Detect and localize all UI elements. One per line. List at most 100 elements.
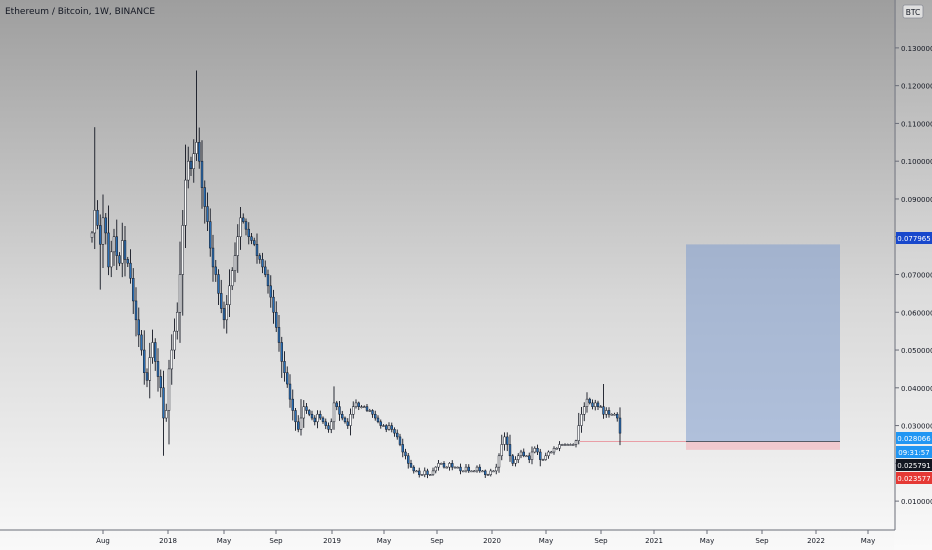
candle (261, 259, 264, 268)
candle (492, 470, 495, 473)
candle (409, 463, 413, 468)
candle (610, 413, 613, 416)
candle (541, 459, 545, 461)
candle (123, 240, 127, 260)
candle (588, 398, 591, 404)
candle (297, 421, 300, 430)
price-tag (896, 232, 932, 244)
candle (250, 236, 253, 241)
candle (308, 410, 311, 415)
candle (104, 217, 107, 234)
candle (387, 425, 391, 430)
candle (503, 436, 506, 445)
candle (497, 455, 501, 468)
candle (396, 432, 399, 438)
candle (107, 232, 110, 268)
candle (255, 244, 259, 256)
candle (332, 402, 336, 423)
candle (418, 470, 421, 475)
candle (585, 398, 589, 407)
time-tick-label: May (217, 537, 231, 545)
time-tick-label: May (539, 537, 553, 545)
candle (236, 236, 239, 256)
candle (574, 440, 578, 445)
candle (456, 466, 459, 469)
candle (327, 425, 330, 430)
candle (203, 187, 206, 207)
candle (228, 285, 231, 305)
candle (539, 451, 542, 460)
candle (121, 240, 124, 264)
candle (569, 444, 572, 446)
candle (495, 466, 498, 472)
candle (143, 349, 146, 373)
candle (214, 266, 217, 275)
price-tag (896, 432, 932, 444)
candle (225, 304, 228, 321)
candle (310, 413, 314, 419)
symbol-title: Ethereum / Bitcoin, 1W, BINANCE (5, 7, 155, 17)
candle (330, 421, 333, 430)
candle (242, 217, 245, 222)
candle (605, 410, 608, 415)
candle (376, 417, 380, 423)
price-tag-label: 09:31:57 (898, 449, 929, 457)
candle (393, 429, 396, 434)
candle (508, 444, 512, 457)
candle (170, 349, 173, 370)
candle (200, 160, 204, 188)
candle (528, 455, 531, 460)
candle (580, 413, 583, 426)
candle (247, 228, 250, 237)
candle (363, 406, 366, 408)
currency-badge[interactable] (902, 4, 924, 19)
candle (137, 319, 140, 336)
price-tag-label: 0.028066 (897, 435, 931, 443)
profit-zone[interactable] (686, 244, 840, 442)
candle (357, 402, 360, 407)
candle (506, 436, 509, 445)
candle (426, 470, 429, 475)
candle (181, 225, 184, 275)
candle (275, 312, 278, 328)
candle (167, 368, 171, 411)
time-tick-label: May (377, 537, 391, 545)
candle (253, 240, 256, 245)
loss-zone[interactable] (686, 441, 840, 450)
candle (283, 361, 286, 373)
candle (437, 463, 440, 468)
candle (440, 463, 443, 465)
time-axis[interactable]: Aug 2018 May Sep 2019 May Sep 2020 May Sep 2021 May… (96, 530, 875, 545)
candle (517, 455, 520, 460)
candle (154, 342, 157, 362)
candle (220, 293, 223, 309)
price-tag (896, 472, 932, 484)
candle (536, 447, 539, 453)
time-tick-label: 2022 (807, 537, 825, 545)
candle (616, 413, 619, 419)
candle (258, 255, 261, 260)
candle (148, 357, 151, 381)
time-tick-label: Sep (755, 537, 769, 545)
candle (93, 210, 96, 234)
candle (550, 451, 553, 454)
candle (431, 470, 435, 475)
candle (563, 444, 567, 446)
candle (412, 466, 415, 472)
candle (206, 206, 209, 222)
candle (464, 466, 468, 472)
candle (140, 334, 143, 351)
candle (178, 274, 182, 313)
candle (368, 410, 371, 412)
time-tick-label: 2020 (483, 537, 501, 545)
time-tick-label: Aug (96, 537, 110, 545)
long-position-tool[interactable] (686, 244, 840, 450)
candle (453, 466, 457, 469)
price-tick-label: 0.070000 (901, 272, 932, 280)
candle (365, 406, 369, 411)
candle (176, 312, 179, 332)
candle (594, 402, 597, 407)
price-tags: 0.077965 0.028066 09:31:57 0.025791 0.023577 (896, 232, 932, 484)
candles-group (90, 70, 622, 479)
